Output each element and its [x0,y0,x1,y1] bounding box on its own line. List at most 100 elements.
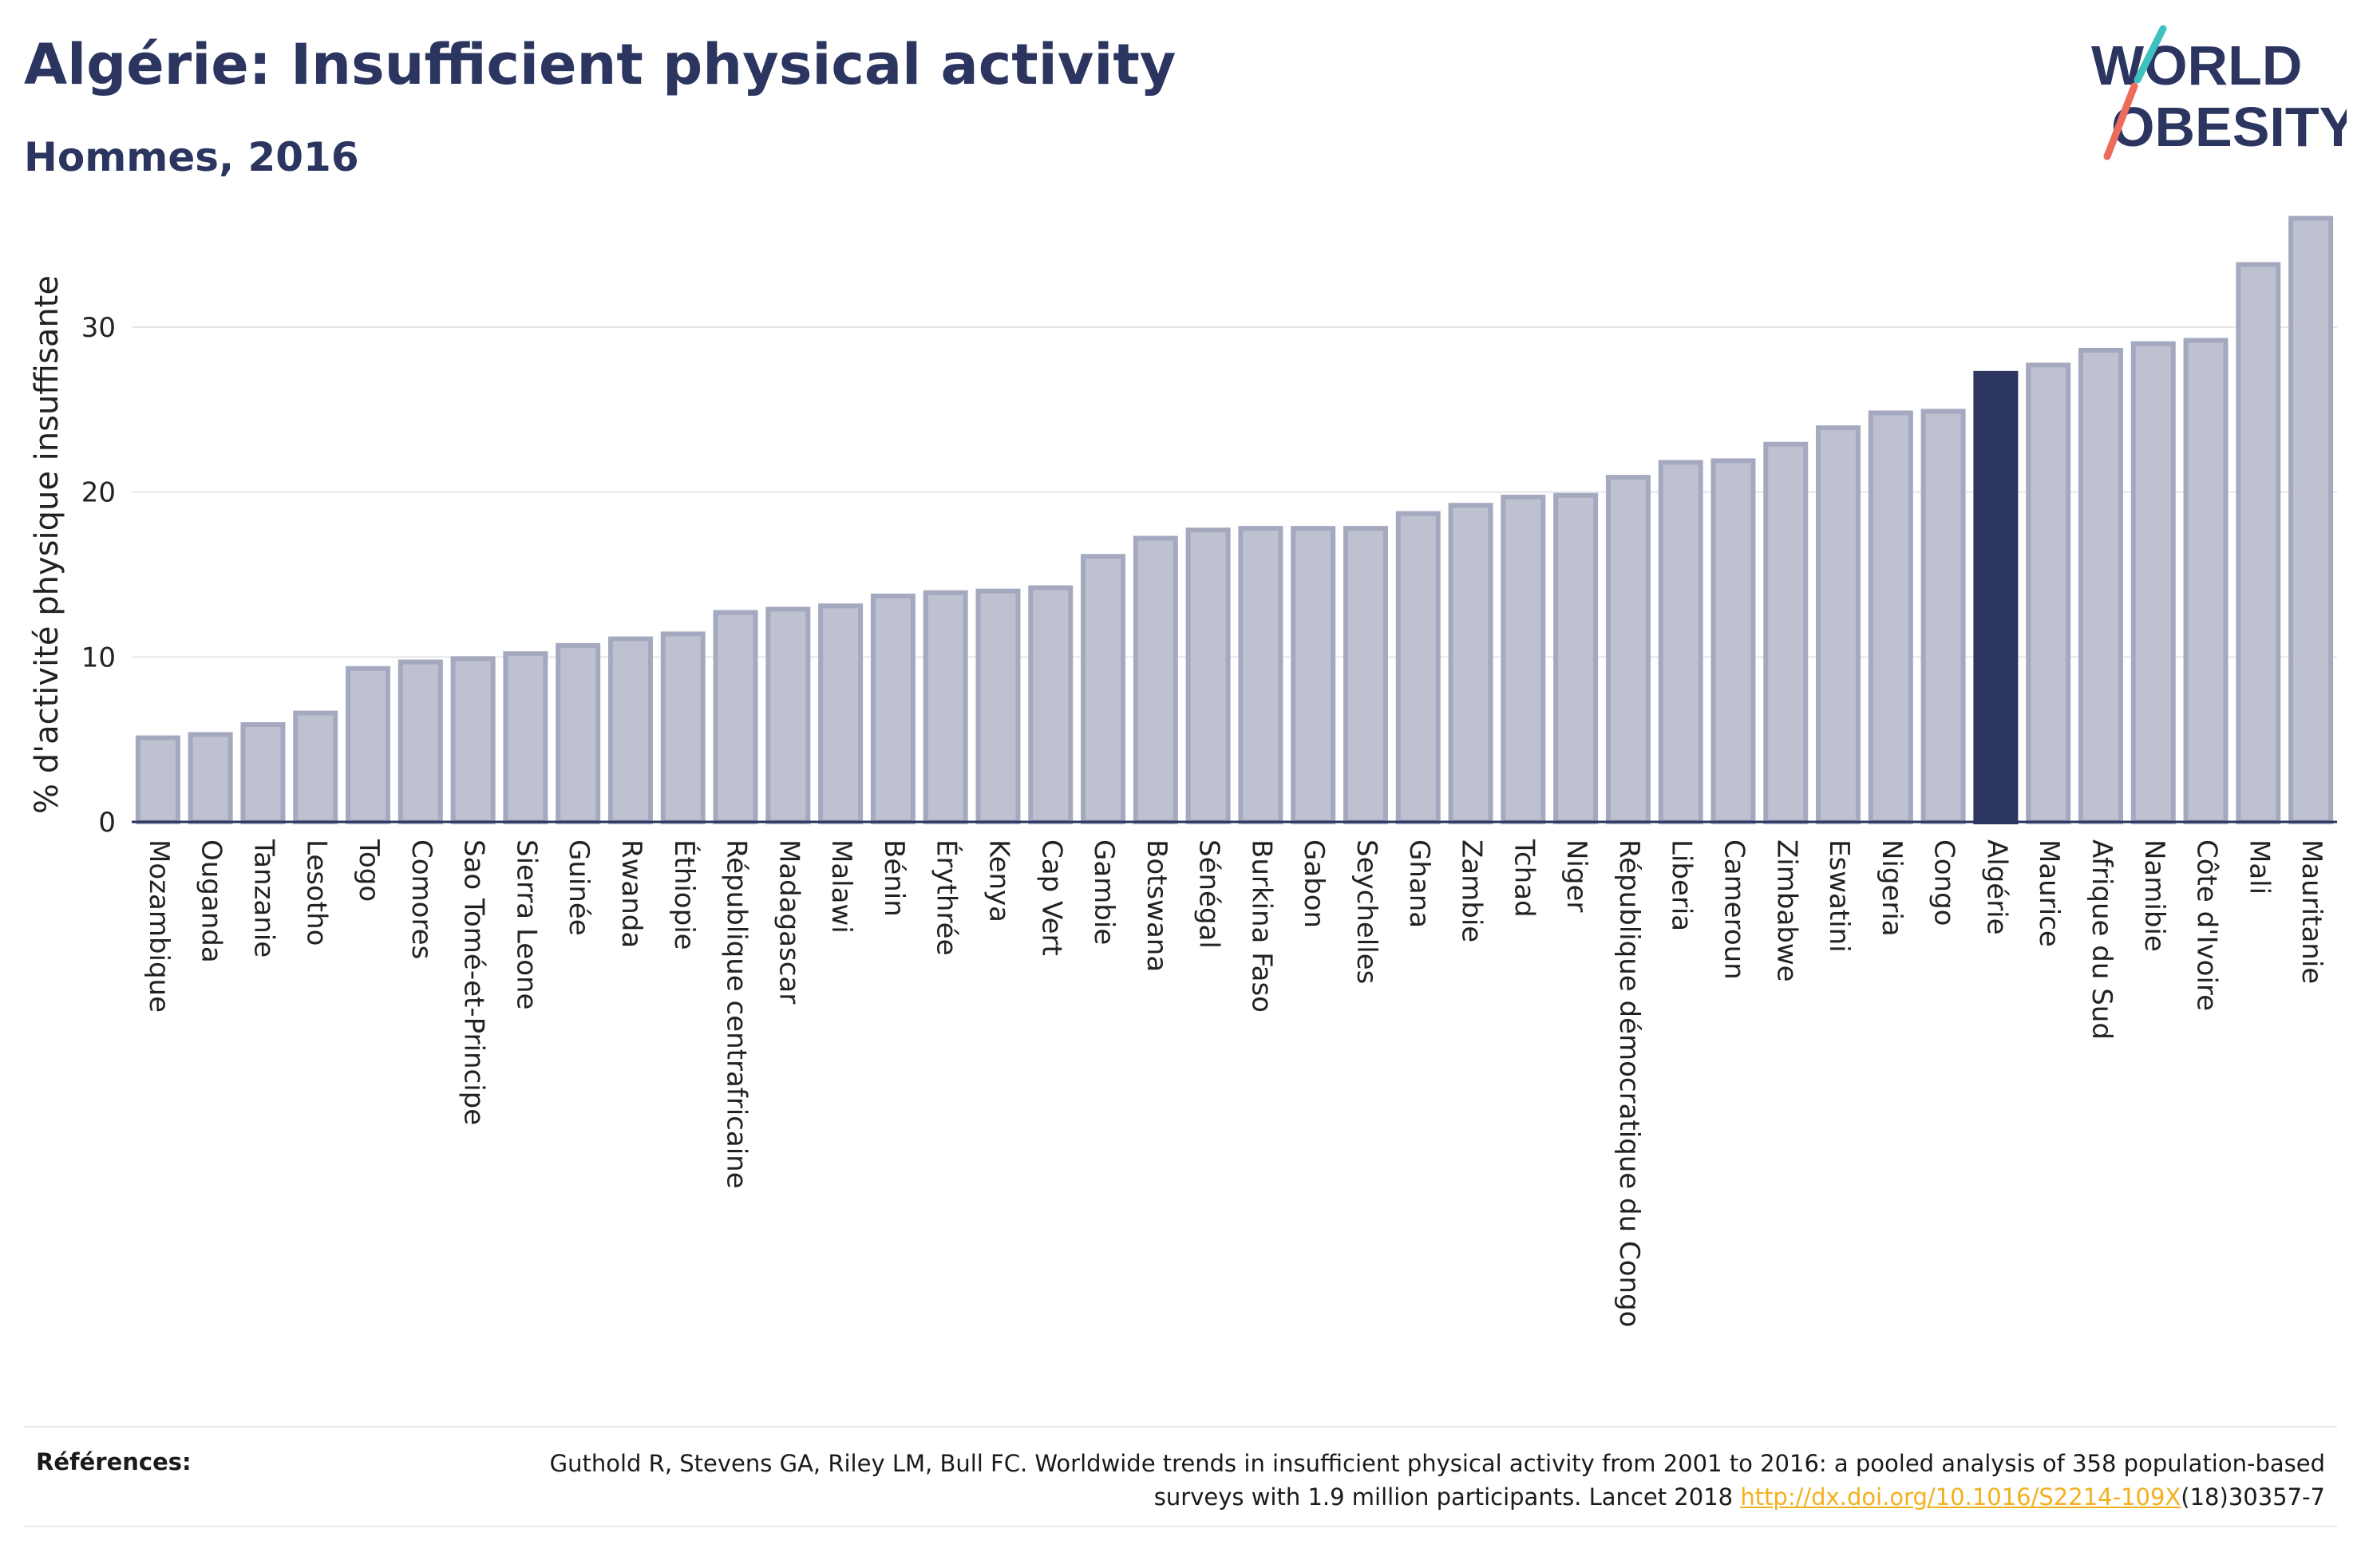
x-tick-label: Afrique du Sud [2086,839,2118,1040]
x-tick-label: Congo [1928,839,1960,926]
x-tick-label: Sao Tomé-et-Principe [458,839,490,1125]
x-tick-label: Rwanda [615,839,647,948]
references-label: Références: [36,1448,192,1475]
x-tick-label: Zambie [1456,839,1488,942]
x-tick-label: Mali [2243,839,2275,895]
x-tick-label: Cap Vert [1035,839,1067,956]
x-tick-label: Liberia [1666,839,1698,931]
bar-botswana [1133,535,1178,824]
x-tick-label: Tanzanie [247,839,279,958]
x-tick-label: Tchad [1508,839,1540,918]
logo-line2: OBESITY [2111,96,2347,158]
bar-comores [397,659,443,824]
bar-mozambique [135,735,180,824]
bar-malawi [818,603,864,824]
labels-layer: Mozambique Ouganda Tanzanie Lesotho Togo Como… [143,839,2327,1327]
bar-kenya [975,588,1021,825]
bar--rythr-e [923,590,968,824]
y-axis-title: % d'activité physique insuffisante [29,275,65,814]
axis-layer: 0 10 20 30 % d'activité physique insuffisant… [29,275,2337,839]
bar-madagascar [765,606,811,825]
bar-gambie [1081,554,1126,824]
bar-guin-e [556,642,601,824]
x-tick-label: Cameroun [1718,839,1750,980]
x-tick-label: Namibie [2138,839,2170,952]
x-tick-label: Kenya [983,839,1014,922]
x-tick-label: Sierra Leone [510,839,542,1009]
bar-cameroun [1710,458,1756,825]
x-tick-label: Seychelles [1351,839,1382,984]
bar-afrique-du-sud [2078,347,2123,824]
bar-alg-rie [1973,370,2019,825]
bar-rwanda [607,636,653,824]
x-tick-label: Guinée [563,839,595,936]
bar-chart: 0 10 20 30 % d'activité physique insuffisant… [29,215,2337,1327]
bar-c-te-d-ivoire [2183,338,2229,824]
chart-title: Algérie: Insufficient physical activity [24,32,1177,97]
x-tick-label: Maurice [2033,839,2065,947]
bar-sao-tom-et-principe [450,656,496,825]
x-tick-label: Togo [353,839,385,902]
world-obesity-logo: WORLD OBESITY [2091,25,2347,160]
bar-mauritanie [2288,215,2334,825]
bars-layer [135,215,2334,825]
bar-zambie [1448,503,1493,824]
logo-slash-coral [2103,82,2138,160]
bar-tchad [1501,494,1546,824]
bar-lesotho [293,710,338,824]
bar-togo [346,666,391,824]
grid-layer [132,326,2337,658]
x-tick-label: Burkina Faso [1245,839,1277,1013]
bar-liberia [1658,460,1703,824]
bar-namibie [2130,341,2176,824]
bar-congo [1920,409,1966,824]
y-tick-label: 0 [98,807,116,839]
x-tick-label: Côte d'Ivoire [2191,839,2223,1011]
x-tick-label: Malawi [825,839,857,934]
footer-divider-top [24,1426,2337,1428]
bar-ghana [1395,511,1441,824]
references-doi-link[interactable]: http://dx.doi.org/10.1016/S2214-109X [1740,1483,2181,1511]
chart-subtitle: Hommes, 2016 [24,134,359,180]
bar-maurice [2026,362,2071,824]
bar-tanzanie [240,722,286,824]
logo-line1: WORLD [2091,34,2302,97]
bar-seychelles [1343,526,1388,825]
logo-slash-teal [2134,25,2167,84]
x-tick-label: Nigeria [1876,839,1908,937]
x-tick-label: Madagascar [773,839,805,1004]
x-tick-label: Eswatini [1823,839,1855,953]
bar-r-publique-d-mocratique-du-congo [1605,475,1651,824]
bar-gabon [1291,526,1336,825]
references-text: Guthold R, Stevens GA, Riley LM, Bull FC… [489,1447,2325,1514]
x-tick-label: Ghana [1403,839,1435,928]
bar-mali [2236,262,2281,824]
references-citation: Guthold R, Stevens GA, Riley LM, Bull FC… [549,1450,2325,1511]
references-citation-suffix: (18)30357-7 [2181,1483,2325,1511]
x-tick-label: Gambie [1088,839,1120,945]
x-tick-label: Zimbabwe [1770,839,1802,982]
y-tick-label: 20 [81,477,116,509]
x-tick-label: Bénin [878,839,910,917]
bar-eswatini [1816,425,1861,824]
x-tick-label: Gabon [1298,839,1330,928]
x-tick-label: Mozambique [143,839,175,1013]
x-tick-label: Lesotho [300,839,332,946]
bar-ouganda [188,732,233,825]
bar-nigeria [1868,410,1913,824]
x-tick-label: Sénégal [1193,839,1225,949]
x-tick-label: République démocratique du Congo [1613,839,1645,1327]
bar-sierra-leone [503,651,548,825]
bar-b-nin [870,593,916,824]
x-tick-label: République centrafricaine [721,839,753,1189]
x-tick-label: Botswana [1141,839,1173,972]
bar-burkina-faso [1238,526,1283,825]
bar-cap-vert [1028,585,1074,824]
x-tick-label: Mauritanie [2296,839,2327,984]
x-tick-label: Ouganda [196,839,227,963]
x-tick-label: Éthiopie [668,839,701,950]
x-tick-label: Érythrée [931,839,963,956]
bar--thiopie [660,631,706,825]
footer-divider-bottom [24,1526,2337,1527]
bar-zimbabwe [1763,441,1809,824]
